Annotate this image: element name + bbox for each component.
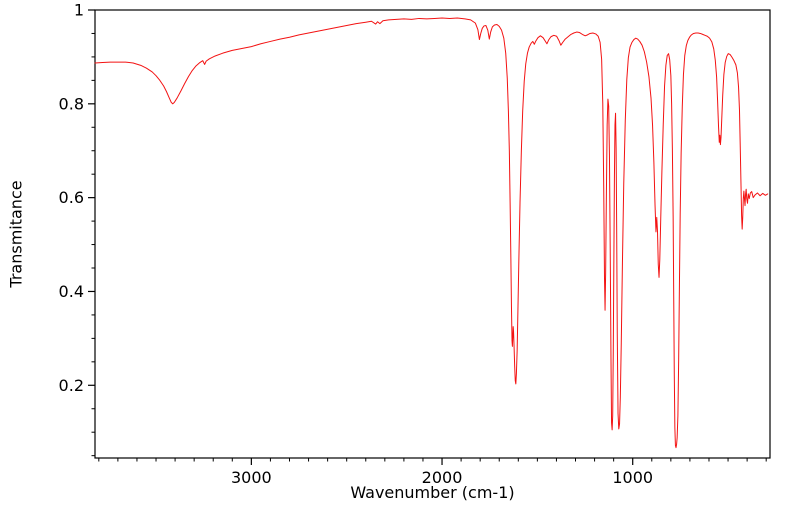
y-tick-label: 0.8 bbox=[59, 94, 84, 113]
x-tick-label: 3000 bbox=[231, 468, 272, 487]
x-tick-label: 1000 bbox=[612, 468, 653, 487]
y-tick-label: 0.4 bbox=[59, 282, 84, 301]
y-tick-label: 1 bbox=[74, 1, 84, 20]
y-tick-label: 0.6 bbox=[59, 188, 84, 207]
y-axis: 0.2 0.4 0.6 0.8 1 bbox=[59, 1, 95, 457]
y-axis-label: Transmitance bbox=[6, 180, 26, 288]
x-tick-label: 2000 bbox=[422, 468, 463, 487]
spectrum-line bbox=[94, 17, 769, 449]
x-axis: 3000 2000 1000 bbox=[98, 458, 767, 487]
y-tick-label: 0.2 bbox=[59, 376, 84, 395]
x-axis-label: Wavenumber (cm-1) bbox=[350, 483, 515, 502]
plot-frame bbox=[94, 9, 771, 459]
